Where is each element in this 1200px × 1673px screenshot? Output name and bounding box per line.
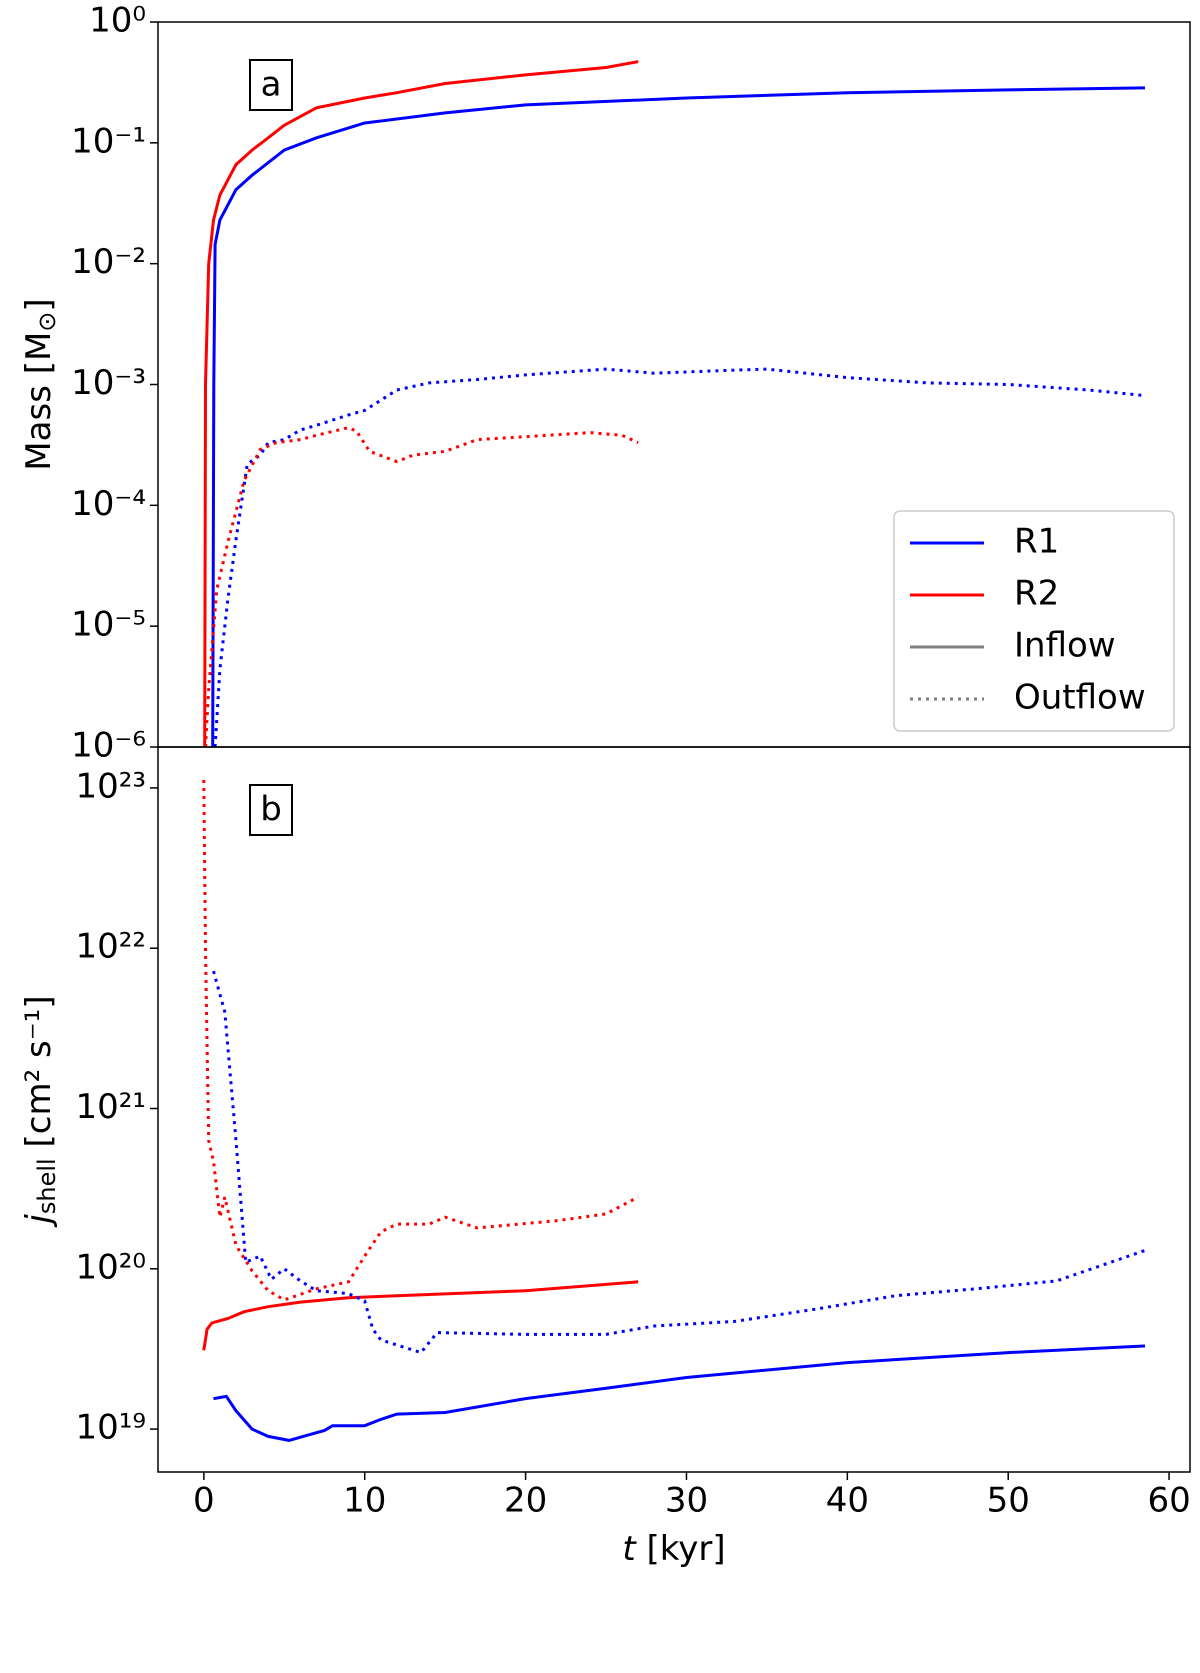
data-line — [213, 1344, 1146, 1442]
y-tick-label: 10²³ — [75, 766, 146, 806]
y-axis-label-part: ] — [19, 298, 59, 311]
y-axis-label-part: shell — [33, 1158, 61, 1214]
panel-label-box — [249, 784, 293, 836]
legend-label: Inflow — [1014, 626, 1116, 666]
data-line — [202, 779, 639, 1302]
x-tick-label: 20 — [504, 1481, 547, 1521]
y-axis-label: Mass [M⊙] — [19, 298, 62, 470]
data-line — [204, 426, 639, 747]
y-tick-label: 10⁻³ — [71, 363, 146, 403]
y-tick-label: 10⁻² — [71, 242, 146, 282]
y-tick-label: 10¹⁹ — [75, 1408, 146, 1448]
y-tick-label: 10⁻¹ — [71, 121, 146, 161]
x-tick-label: 30 — [665, 1481, 708, 1521]
y-tick-label: 10⁰ — [89, 1, 146, 41]
x-axis-label-part: [kyr] — [636, 1529, 726, 1569]
y-axis-label-part: j — [19, 1214, 59, 1228]
x-axis-label: t [kyr] — [622, 1529, 725, 1569]
panel-label-box — [249, 59, 293, 111]
legend-label: R2 — [1014, 574, 1059, 614]
x-tick-label: 0 — [193, 1481, 215, 1521]
data-line — [203, 60, 639, 747]
x-axis-label-part: t — [622, 1529, 637, 1569]
y-tick-label: 10⁻⁵ — [71, 605, 146, 645]
y-axis-label: jshell [cm² s⁻¹] — [19, 995, 62, 1227]
x-tick-label: 50 — [987, 1481, 1030, 1521]
panel-label: b — [260, 790, 282, 830]
y-axis-label-part: ⊙ — [33, 312, 61, 332]
x-tick-label: 40 — [826, 1481, 869, 1521]
y-tick-label: 10²¹ — [75, 1087, 146, 1127]
legend-label: Outflow — [1014, 678, 1146, 718]
data-line — [211, 86, 1146, 747]
y-tick-label: 10²² — [75, 927, 146, 967]
x-tick-label: 60 — [1147, 1481, 1190, 1521]
plot-frame — [157, 746, 1191, 1473]
y-tick-label: 10²⁰ — [75, 1247, 146, 1287]
data-line — [212, 970, 1146, 1355]
y-axis-label-part: [cm² s⁻¹] — [19, 995, 59, 1158]
data-line — [202, 1280, 639, 1351]
panel-label: a — [261, 65, 282, 105]
legend-box — [893, 510, 1175, 732]
legend-label: R1 — [1014, 522, 1059, 562]
y-tick-label: 10⁻⁴ — [71, 484, 146, 524]
y-tick-label: 10⁻⁶ — [71, 726, 146, 766]
x-tick-label: 10 — [343, 1481, 386, 1521]
y-axis-label-part: Mass [M — [19, 332, 59, 471]
